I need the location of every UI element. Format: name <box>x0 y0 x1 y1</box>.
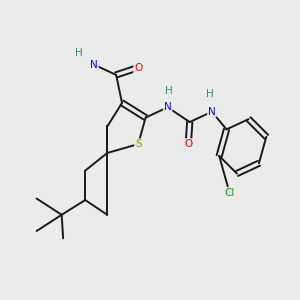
Text: S: S <box>135 139 142 149</box>
Text: H: H <box>76 48 83 58</box>
Text: Cl: Cl <box>224 188 235 198</box>
Text: H: H <box>206 89 214 99</box>
Text: O: O <box>134 63 142 73</box>
Text: H: H <box>165 86 173 96</box>
Text: N: N <box>164 102 172 112</box>
Text: N: N <box>208 107 216 117</box>
Text: N: N <box>90 60 98 70</box>
Text: O: O <box>184 139 192 149</box>
